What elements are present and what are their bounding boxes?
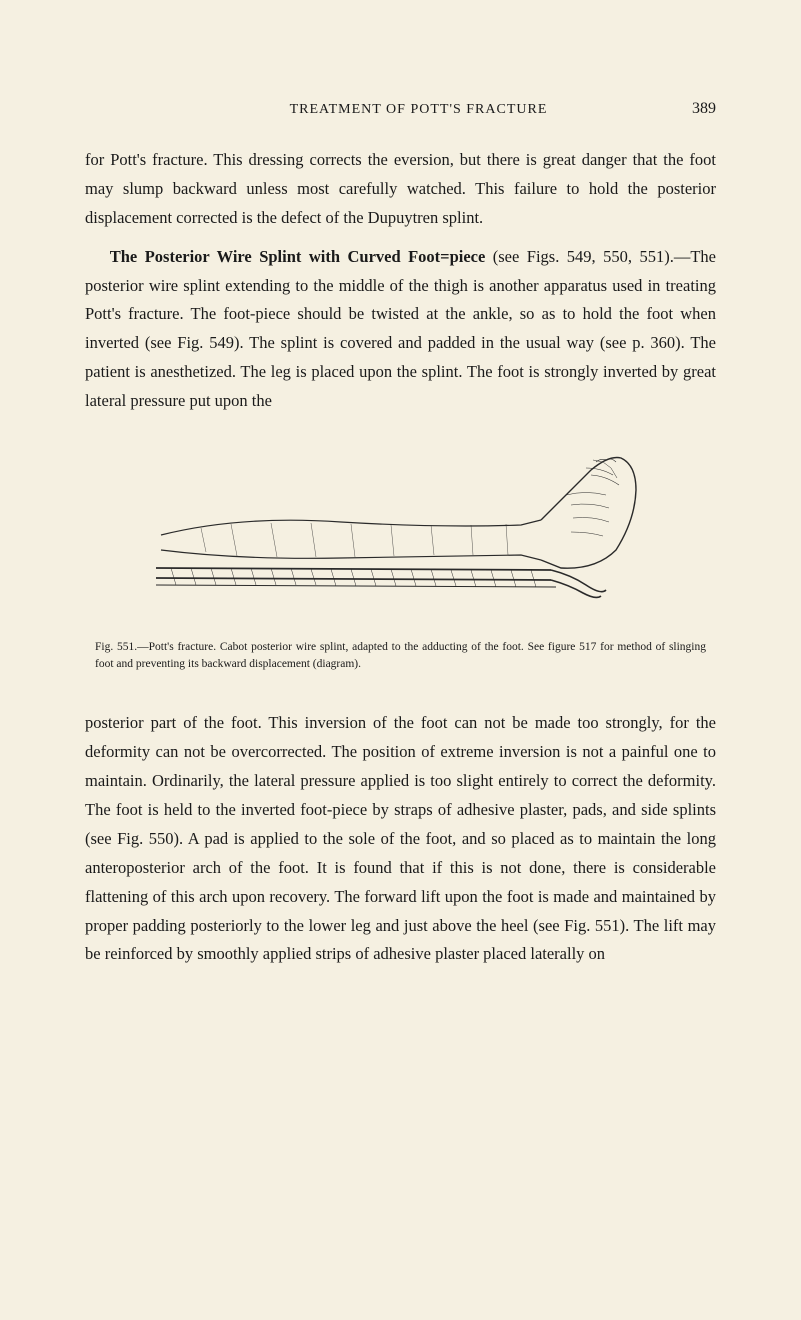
- running-title: TREATMENT OF POTT'S FRACTURE: [85, 102, 692, 118]
- paragraph-2: The Posterior Wire Splint with Curved Fo…: [85, 243, 716, 416]
- paragraph-1: for Pott's fracture. This dressing corre…: [85, 146, 716, 233]
- figure-551: [85, 440, 716, 625]
- paragraph-3: posterior part of the foot. This inversi…: [85, 709, 716, 969]
- splint-diagram-icon: [141, 440, 661, 620]
- paragraph-2-body: (see Figs. 549, 550, 551).—The posterior…: [85, 247, 716, 410]
- page-header: TREATMENT OF POTT'S FRACTURE 389: [85, 100, 716, 118]
- page-number: 389: [692, 100, 716, 118]
- figure-caption: Fig. 551.—Pott's fracture. Cabot posteri…: [95, 639, 706, 674]
- section-title-bold: The Posterior Wire Splint with Curved Fo…: [110, 247, 486, 266]
